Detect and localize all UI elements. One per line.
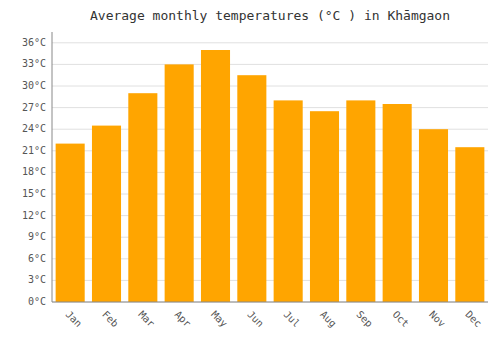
chart-title: Average monthly temperatures (°C ) in Kh… xyxy=(90,8,450,23)
bar xyxy=(201,50,230,302)
chart-container: 0°C 3°C 6°C 9°C 12°C 15°C 18°C 21°C 24°C 27°C 30°C… xyxy=(0,0,500,350)
x-tick-label: Sep xyxy=(354,309,375,330)
bar xyxy=(237,75,266,302)
y-tick-label: 18°C xyxy=(22,166,46,177)
y-tick-label: 9°C xyxy=(28,231,46,242)
bar xyxy=(455,147,484,302)
x-tick-label: Jan xyxy=(64,309,85,330)
grid-line xyxy=(52,107,488,108)
bar xyxy=(165,64,194,302)
y-tick-label: 24°C xyxy=(22,123,46,134)
y-tick-label: 0°C xyxy=(28,296,46,307)
y-tick-label: 30°C xyxy=(22,80,46,91)
bar xyxy=(383,104,412,302)
bars xyxy=(56,50,485,302)
x-tick-label: Oct xyxy=(391,309,412,330)
bar xyxy=(274,100,303,302)
grid-line xyxy=(52,42,488,43)
y-tick-label: 33°C xyxy=(22,58,46,69)
x-tick-label: Feb xyxy=(100,309,121,330)
bar xyxy=(92,126,121,302)
grid-line xyxy=(52,302,488,303)
x-tick-label: Apr xyxy=(173,309,194,330)
y-axis-line xyxy=(52,32,53,302)
grid-line xyxy=(52,64,488,65)
grid xyxy=(52,43,488,302)
x-tick-labels: Jan Feb Mar Apr May Jun Jul Aug Sep Oct Nov Dec xyxy=(64,309,484,330)
x-axis-line xyxy=(52,302,488,303)
chart-svg: 0°C 3°C 6°C 9°C 12°C 15°C 18°C 21°C 24°C 27°C 30°C… xyxy=(0,0,500,350)
x-tick-label: Dec xyxy=(463,309,484,330)
y-tick-label: 6°C xyxy=(28,253,46,264)
y-tick-label: 3°C xyxy=(28,274,46,285)
bar xyxy=(56,144,85,302)
bar xyxy=(128,93,157,302)
x-tick-label: Mar xyxy=(136,309,157,330)
bar xyxy=(346,100,375,302)
bar xyxy=(419,129,448,302)
y-tick-labels: 0°C 3°C 6°C 9°C 12°C 15°C 18°C 21°C 24°C 27°C 30°C… xyxy=(22,37,46,307)
y-tick-label: 27°C xyxy=(22,102,46,113)
y-tick-label: 21°C xyxy=(22,145,46,156)
x-tick-label: Nov xyxy=(427,309,448,330)
y-tick-label: 12°C xyxy=(22,210,46,221)
x-tick-label: May xyxy=(209,309,230,330)
y-tick-label: 15°C xyxy=(22,188,46,199)
x-tick-label: Jun xyxy=(245,309,266,330)
y-tick-label: 36°C xyxy=(22,37,46,48)
x-tick-label: Jul xyxy=(282,309,303,330)
bar xyxy=(310,111,339,302)
grid-line xyxy=(52,86,488,87)
x-tick-label: Aug xyxy=(318,309,339,330)
